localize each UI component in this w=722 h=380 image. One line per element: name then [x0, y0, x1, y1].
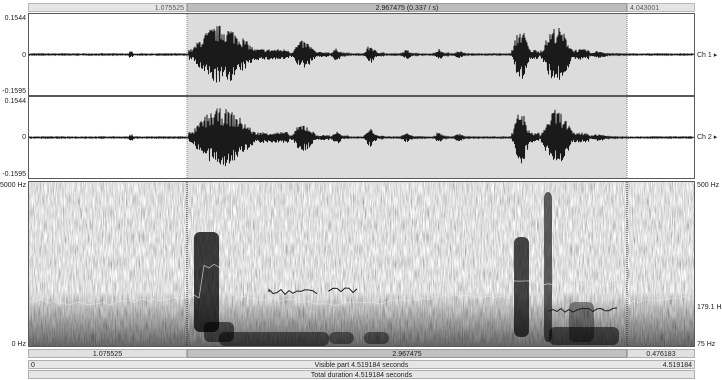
spectrogram-energy-region	[219, 332, 329, 346]
pitch-bottom-label: 75 Hz	[697, 341, 716, 348]
bottom-bar-left-segment[interactable]: 1.075525	[28, 349, 187, 358]
ch1-y-min-label: -0.1595	[2, 88, 26, 95]
left-time-label: 1.075525	[154, 5, 184, 12]
ch1-y-zero-label: 0	[22, 52, 26, 59]
visible-part-label: Visible part 4.519184 seconds	[314, 362, 409, 369]
bottom-bar-right-segment[interactable]: 0.476183	[627, 349, 695, 358]
visible-end-label: 4.519184	[662, 362, 692, 369]
spectrogram-energy-region	[329, 332, 354, 344]
right-segment-label: 0.476183	[646, 351, 676, 358]
spectrogram-panel[interactable]	[28, 181, 695, 347]
selection-duration-label: 2.967475 (0.337 / s)	[375, 5, 439, 12]
ch2-y-max-label: 0.1544	[4, 98, 26, 105]
left-segment-label: 1.075525	[92, 351, 123, 358]
time-bar-right-segment[interactable]: 4.043001	[627, 3, 695, 12]
visible-start-label: 0	[31, 362, 35, 369]
total-duration-bar[interactable]: Total duration 4.519184 seconds	[28, 370, 695, 379]
pitch-contour-dark	[268, 287, 618, 313]
channel-1-waveform-panel[interactable]	[28, 13, 695, 96]
ch1-label[interactable]: Ch 1 ▸	[697, 52, 718, 59]
time-bar-left-segment[interactable]: 1.075525	[28, 3, 187, 12]
pitch-contour-light	[29, 263, 694, 306]
time-bar-selection-segment[interactable]: 2.967475 (0.337 / s)	[187, 3, 627, 12]
spectrogram-energy-region	[194, 232, 219, 332]
ch1-y-max-label: 0.1544	[4, 15, 26, 22]
spectrogram-energy-region	[514, 237, 529, 337]
bottom-bar-selection-segment[interactable]: 2.967475	[187, 349, 627, 358]
ch2-y-zero-label: 0	[22, 134, 26, 141]
spectrogram-energy-region	[364, 332, 389, 344]
spectrogram-energy-region	[569, 302, 594, 342]
selection-segment-label: 2.967475	[392, 351, 422, 358]
right-time-label: 4.043001	[630, 5, 660, 12]
channel-2-waveform	[29, 97, 694, 178]
pitch-top-label: 500 Hz	[697, 182, 720, 189]
visible-part-bar[interactable]: 0 Visible part 4.519184 seconds 4.519184	[28, 360, 695, 369]
ch1-waveform-trace	[29, 25, 694, 83]
channel-1-waveform	[29, 14, 694, 95]
ch2-label[interactable]: Ch 2 ▸	[697, 134, 718, 141]
spectrogram-freq-bottom-label: 0 Hz	[11, 341, 26, 348]
pitch-mid-label: 179.1 Hz	[697, 304, 722, 311]
spectrogram	[29, 182, 694, 346]
ch2-waveform-trace	[29, 108, 694, 167]
spectrogram-freq-top-label: 5000 Hz	[0, 182, 27, 189]
total-duration-label: Total duration 4.519184 seconds	[310, 372, 413, 379]
channel-2-waveform-panel[interactable]	[28, 96, 695, 179]
spectrogram-energy-region	[549, 327, 619, 345]
spectrogram-energy-blobs	[194, 192, 619, 346]
ch2-y-min-label: -0.1595	[2, 171, 26, 178]
spectrogram-energy-region	[544, 192, 552, 342]
